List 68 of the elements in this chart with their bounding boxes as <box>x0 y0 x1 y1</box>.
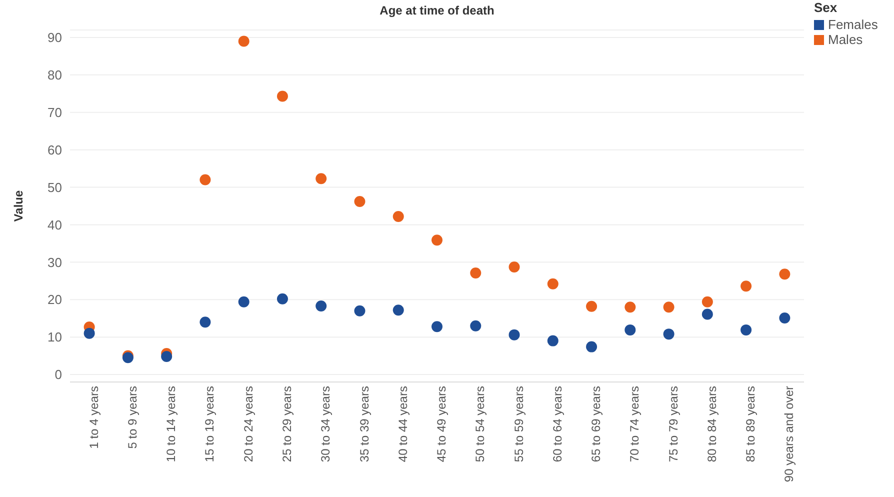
x-tick-label: 75 to 79 years <box>666 386 680 462</box>
point <box>316 300 327 312</box>
y-tick-label: 10 <box>48 330 62 345</box>
point <box>702 308 713 320</box>
x-tick-label: 65 to 69 years <box>589 386 604 462</box>
x-tick-label: 15 to 19 years <box>202 386 217 462</box>
point <box>392 304 404 316</box>
point <box>200 174 211 186</box>
x-tick-label: 20 to 24 years <box>241 386 256 462</box>
legend-label: Males <box>828 32 863 47</box>
point <box>432 321 442 332</box>
x-tick-label: 60 to 64 years <box>550 386 564 462</box>
x-tick-label: 25 to 29 years <box>280 386 294 462</box>
point <box>702 296 713 308</box>
point <box>316 173 327 184</box>
y-tick-label: 80 <box>48 68 62 83</box>
point <box>586 341 598 352</box>
point <box>470 320 482 332</box>
point <box>276 293 288 304</box>
point <box>740 324 752 336</box>
x-tick-label: 40 to 44 years <box>396 386 410 462</box>
x-tick-label: 10 to 14 years <box>164 386 178 462</box>
y-tick-label: 60 <box>48 142 62 158</box>
point <box>586 300 598 312</box>
point <box>508 262 520 273</box>
y-tick-label: 90 <box>48 30 62 46</box>
y-tick-label: 50 <box>48 180 62 195</box>
point <box>508 329 520 340</box>
x-tick-label: 35 to 39 years <box>357 386 372 462</box>
y-tick-label: 70 <box>48 105 62 120</box>
point <box>276 90 288 102</box>
y-tick-label: 0 <box>54 367 62 382</box>
legend-title: Sex <box>814 0 838 15</box>
point <box>84 328 95 339</box>
point <box>432 234 442 246</box>
point <box>624 302 636 313</box>
point <box>238 36 250 47</box>
x-tick-label: 80 to 84 years <box>704 386 719 462</box>
y-axis-title: Value <box>11 190 26 222</box>
x-tick-label: 30 to 34 years <box>318 386 333 462</box>
point <box>740 280 752 292</box>
x-tick-label: 85 to 89 years <box>744 386 758 462</box>
y-tick-label: 40 <box>48 217 62 232</box>
point <box>392 210 404 222</box>
point <box>779 312 790 324</box>
point <box>547 278 558 290</box>
point <box>354 305 366 316</box>
point <box>779 268 790 280</box>
x-tick-label: 50 to 54 years <box>473 386 488 462</box>
point <box>238 296 250 308</box>
y-tick-label: 20 <box>48 292 62 308</box>
point <box>200 316 211 328</box>
point <box>624 324 636 336</box>
point <box>663 302 674 313</box>
point <box>354 196 366 208</box>
legend-label: Females <box>828 17 878 32</box>
x-tick-label: 1 to 4 years <box>86 386 101 449</box>
x-axis-title: Age at time of death <box>380 4 494 18</box>
point <box>470 268 482 279</box>
point <box>547 335 558 346</box>
x-tick-label: 90 years and over <box>782 386 796 482</box>
x-tick-label: 45 to 49 years <box>434 386 449 462</box>
x-tick-label: 55 to 59 years <box>512 386 526 462</box>
x-tick-label: 5 to 9 years <box>125 386 140 449</box>
point <box>663 328 674 340</box>
point <box>161 351 172 362</box>
y-tick-label: 30 <box>48 254 62 270</box>
x-tick-label: 70 to 74 years <box>628 386 642 462</box>
